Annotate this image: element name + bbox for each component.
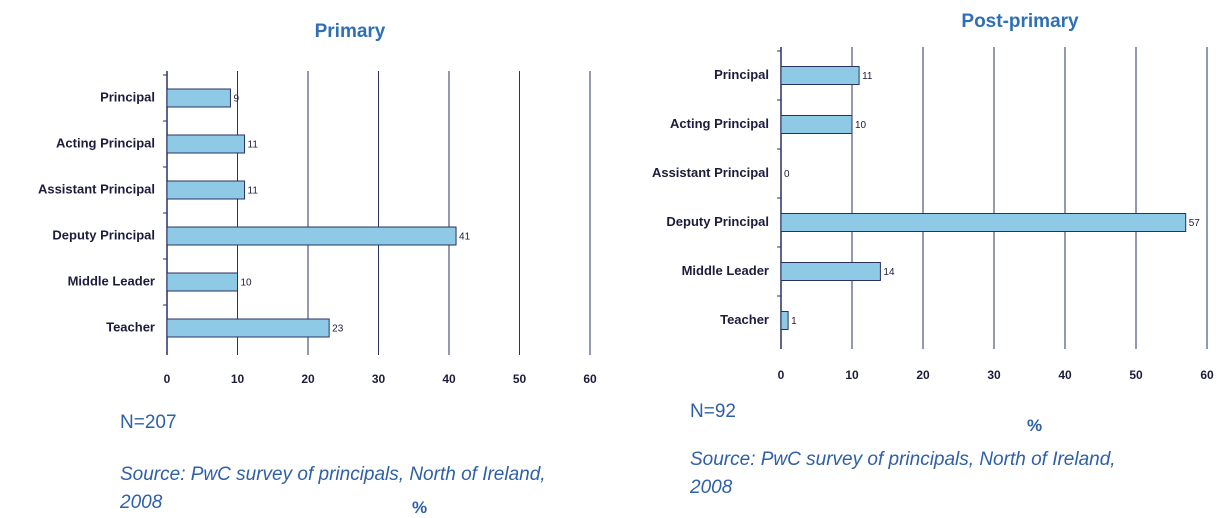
x-axis-label: % — [412, 498, 428, 517]
y-tick-label: Teacher — [106, 319, 155, 334]
x-axis-label: % — [1027, 416, 1043, 435]
y-tick-label: Acting Principal — [56, 135, 155, 150]
source-note: Source: PwC survey of principals, North … — [120, 464, 546, 513]
x-tick-label: 20 — [916, 368, 930, 382]
n-note: N=207 — [120, 412, 177, 433]
value-label: 41 — [459, 232, 471, 243]
bar — [166, 226, 457, 246]
y-tick-label: Deputy Principal — [666, 214, 769, 229]
x-tick-label: 10 — [845, 368, 859, 382]
x-tick-label: 30 — [987, 368, 1001, 382]
chart-title: Post-primary — [961, 11, 1079, 32]
chart-title: Primary — [315, 21, 386, 42]
x-tick-label: 40 — [1058, 368, 1072, 382]
y-tick-label: Middle Leader — [68, 273, 155, 288]
y-tick-label: Deputy Principal — [52, 227, 155, 242]
bar — [780, 262, 881, 281]
bar — [166, 180, 246, 200]
x-tick-label: 60 — [583, 372, 597, 386]
value-label: 11 — [248, 186, 259, 197]
bar — [780, 66, 860, 85]
value-label: 11 — [862, 71, 873, 82]
bar — [780, 311, 789, 330]
x-tick-label: 30 — [372, 372, 386, 386]
x-tick-label: 20 — [301, 372, 315, 386]
n-note: N=92 — [690, 401, 736, 422]
value-label: 9 — [233, 94, 239, 105]
value-label: 10 — [241, 278, 253, 289]
y-tick-label: Principal — [714, 67, 769, 82]
value-label: 0 — [784, 169, 790, 180]
x-tick-label: 50 — [513, 372, 527, 386]
value-label: 1 — [791, 316, 797, 327]
x-tick-label: 0 — [778, 368, 785, 382]
bar — [166, 318, 330, 338]
value-label: 11 — [248, 140, 259, 151]
bar — [780, 213, 1187, 232]
bar — [166, 88, 231, 108]
value-label: 57 — [1189, 218, 1201, 229]
x-tick-label: 40 — [442, 372, 456, 386]
bar — [166, 272, 238, 292]
y-tick-label: Teacher — [720, 312, 769, 327]
source-note: Source: PwC survey of principals, North … — [690, 449, 1116, 498]
y-tick-label: Principal — [100, 89, 155, 104]
bar — [780, 115, 853, 134]
x-tick-label: 60 — [1200, 368, 1214, 382]
y-tick-label: Middle Leader — [682, 263, 769, 278]
y-tick-label: Assistant Principal — [38, 181, 155, 196]
bar — [166, 134, 246, 154]
y-tick-label: Acting Principal — [670, 116, 769, 131]
y-tick-label: Assistant Principal — [652, 165, 769, 180]
x-tick-label: 50 — [1129, 368, 1143, 382]
value-label: 14 — [883, 267, 895, 278]
x-tick-label: 10 — [231, 372, 245, 386]
value-label: 23 — [332, 324, 344, 335]
value-label: 10 — [855, 120, 867, 131]
x-tick-label: 0 — [164, 372, 171, 386]
